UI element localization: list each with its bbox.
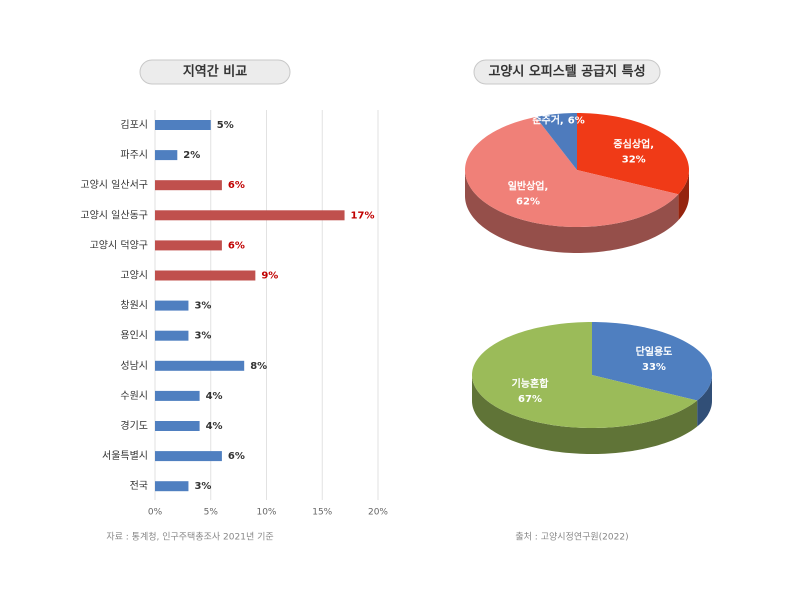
pie-side [472, 375, 698, 454]
category-label: 준주거, [532, 114, 563, 127]
title-pill [473, 59, 661, 85]
bar [155, 330, 189, 341]
value-label: 3% [194, 301, 211, 312]
y-tick-label: 고양시 일산동구 [80, 209, 148, 221]
bar [155, 390, 200, 401]
y-tick-label: 창원시 [120, 300, 148, 312]
value-label: 6% [228, 240, 245, 251]
y-tick-label: 수원시 [120, 390, 148, 402]
pie-slice [577, 113, 689, 195]
pie-side [465, 170, 679, 253]
bar [155, 360, 245, 371]
source-note: 출처 : 고양시정연구원(2022) [515, 531, 628, 543]
value-label: 4% [206, 391, 223, 402]
pie-side [697, 375, 712, 427]
data-label: 기능혼합 67% [512, 377, 550, 405]
value-label: 67% [518, 394, 542, 405]
category-label: 기능혼합 [512, 377, 550, 390]
x-tick-label: 20% [368, 508, 388, 518]
y-tick-label: 서울특별시 [102, 450, 148, 462]
category-label: 일반상업, [508, 179, 549, 192]
value-label: 17% [351, 210, 375, 221]
value-label: 62% [516, 196, 540, 207]
bar [155, 150, 178, 161]
data-label: 일반상업, 62% [508, 179, 549, 207]
pie-side [678, 170, 689, 221]
pie-slice [465, 117, 679, 227]
value-label: 6% [228, 451, 245, 462]
bar [155, 451, 222, 462]
value-label: 8% [250, 361, 267, 372]
bar [155, 210, 345, 221]
value-label: 6% [568, 116, 585, 127]
source-note: 자료 : 통계청, 인구주택총조사 2021년 기준 [106, 531, 273, 543]
y-tick-label: 용인시 [120, 330, 148, 342]
data-label: 중심상업, 32% [613, 138, 654, 166]
data-label: 준주거, 6% [532, 114, 584, 127]
x-tick-label: 15% [312, 508, 332, 518]
data-label: 단일용도 33% [636, 345, 673, 373]
bar [155, 421, 200, 431]
category-label: 중심상업, [613, 138, 654, 151]
bar [155, 481, 189, 492]
value-label: 6% [228, 180, 245, 191]
pie-slice [535, 113, 577, 170]
bar [155, 180, 222, 191]
value-label: 2% [183, 150, 200, 161]
y-tick-label: 성남시 [120, 360, 148, 372]
y-tick-label: 전국 [130, 480, 148, 492]
y-tick-label: 김포시 [120, 119, 148, 131]
y-tick-label: 고양시 덕양구 [90, 239, 148, 251]
pie-slice [472, 322, 698, 428]
value-label: 9% [261, 271, 278, 282]
y-tick-label: 파주시 [120, 149, 148, 161]
value-label: 4% [206, 421, 223, 432]
value-label: 33% [642, 362, 666, 373]
value-label: 32% [622, 155, 646, 166]
pie-slice [592, 322, 712, 401]
chart-title: 고양시 오피스텔 공급지 특성 [488, 65, 645, 80]
y-tick-label: 고양시 일산서구 [80, 179, 148, 191]
x-tick-label: 5% [204, 508, 219, 518]
bar [155, 240, 222, 251]
title-pill [139, 59, 291, 85]
x-tick-label: 0% [148, 508, 163, 518]
bar [155, 120, 211, 130]
value-label: 3% [194, 481, 211, 492]
bar [155, 270, 256, 281]
y-tick-label: 경기도 [120, 419, 148, 432]
chart-title: 지역간 비교 [183, 64, 247, 80]
bar [155, 300, 189, 311]
category-label: 단일용도 [636, 345, 673, 358]
value-label: 3% [194, 331, 211, 342]
x-tick-label: 10% [256, 508, 276, 518]
value-label: 5% [217, 120, 234, 131]
y-tick-label: 고양시 [120, 270, 148, 282]
